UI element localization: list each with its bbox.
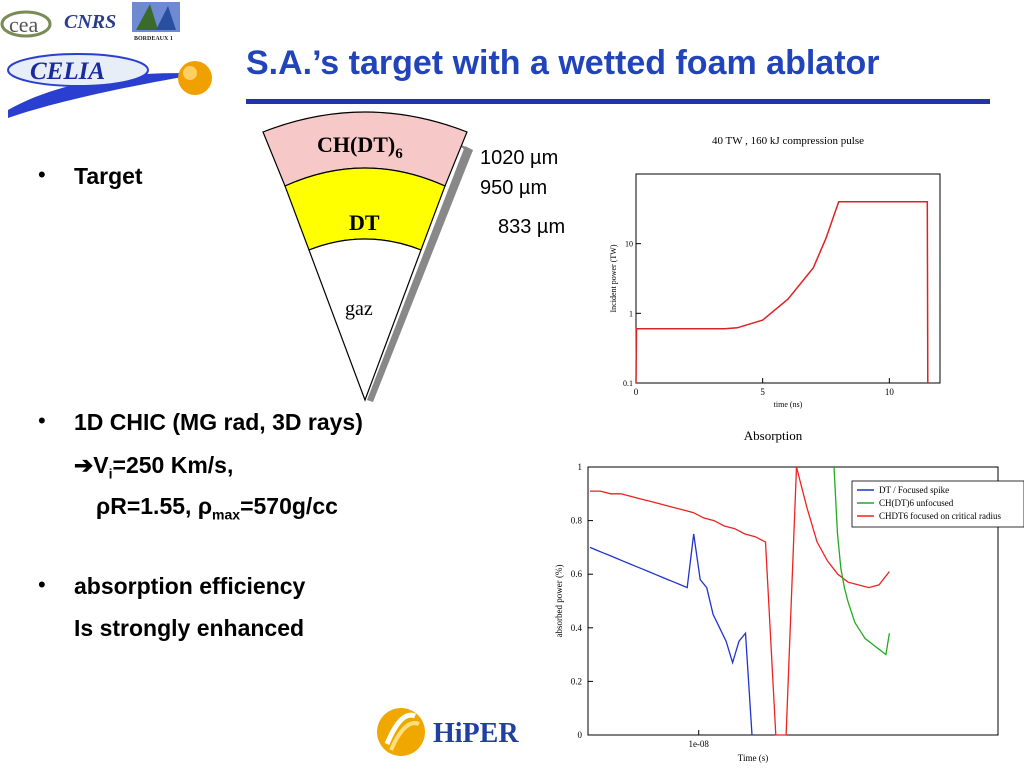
y-tick-label: 0.4 [571, 623, 583, 633]
univ-text: BORDEAUX 1 [134, 36, 173, 42]
logo-cnrs: CNRS [62, 2, 118, 38]
layer-inner [308, 238, 422, 402]
bullet-absorption: absorption efficiency [74, 573, 306, 599]
series-line-1 [833, 466, 891, 656]
series-line-2 [590, 466, 890, 736]
x-tick-label: 0 [634, 387, 639, 397]
y-tick-label: 10 [625, 240, 633, 249]
bullet-marker-1: • [38, 162, 46, 187]
layer-mid [284, 167, 446, 251]
y-axis-label: absorbed power (%) [554, 565, 564, 638]
x-tick-label: 10 [885, 387, 895, 397]
title-divider [246, 99, 990, 104]
legend-box [851, 480, 1024, 528]
plot-frame [587, 466, 999, 736]
x-axis-label: time (ns) [774, 400, 803, 409]
inner-label: gaz [345, 298, 373, 320]
hiper-text: HiPER [433, 718, 519, 749]
outer-subscript: 6 [395, 146, 403, 162]
x-tick-label: 1e-08 [688, 739, 709, 749]
bullet-velocity: ➔Vi=250 Km/s, [74, 452, 234, 482]
radius-inner-label: 833 µm [498, 216, 566, 238]
x-axis-label: Time (s) [738, 753, 768, 763]
wedge-shadow [367, 146, 473, 402]
bullet-marker-3: • [38, 572, 46, 597]
y-tick-label: 0.2 [571, 676, 582, 686]
plot-frame [635, 173, 941, 384]
y-tick-label: 1 [578, 462, 583, 472]
series-line-0 [635, 200, 929, 384]
pulse-chart: 40 TW , 160 kJ compression pulse 0 5 10 0.1 1… [609, 135, 941, 409]
bullet-chic: 1D CHIC (MG rad, 3D rays) [74, 409, 363, 435]
series-line-0 [589, 533, 753, 736]
logo-university: BORDEAUX 1 [130, 0, 182, 44]
outer-label: CH(DT) [317, 132, 395, 157]
y-tick-label: 0.1 [623, 379, 633, 388]
cea-text: cea [9, 12, 39, 37]
arrow-icon: ➔ [74, 452, 94, 478]
radius-outer-label: 1020 µm [480, 147, 559, 169]
mid-label: DT [349, 210, 380, 235]
bullet-absorption-2: Is strongly enhanced [74, 615, 305, 641]
slide-title: S.A.’s target with a wetted foam ablator [246, 44, 880, 82]
y-axis-label: Incident power (TW) [609, 244, 618, 312]
legend-label-1: CH(DT)6 unfocused [879, 498, 954, 508]
y-tick-label: 1 [629, 309, 633, 318]
logo-hiper: HiPER [375, 704, 535, 760]
target-diagram: CH(DT)6 DT gaz [262, 111, 473, 402]
bullet-target: Target [74, 163, 143, 189]
celia-text: CELIA [30, 58, 105, 85]
legend-label-0: DT / Focused spike [879, 485, 949, 495]
y-tick-label: 0.6 [571, 569, 583, 579]
svg-text:CNRS: CNRS [64, 11, 116, 33]
chart-title: Absorption [744, 428, 803, 443]
radius-mid-label: 950 µm [480, 177, 548, 199]
chart-title: 40 TW , 160 kJ compression pulse [712, 135, 864, 147]
bullet-marker-2: • [38, 408, 46, 433]
x-tick-label: 5 [760, 387, 765, 397]
logo-celia: CELIA [0, 40, 220, 120]
bullet-areal-density: ρR=1.55, ρmax=570g/cc [96, 493, 338, 523]
svg-text:CH(DT)6: CH(DT)6 [317, 132, 403, 162]
absorption-chart: Absorption 0 0.2 0.4 0.6 0.8 1 1e-08 Time (s) abs… [554, 428, 1024, 763]
y-tick-label: 0 [578, 730, 583, 740]
y-tick-label: 0.8 [571, 516, 583, 526]
logo-cea: cea [0, 6, 56, 42]
legend-label-2: CHDT6 focused on critical radius [879, 511, 1001, 521]
